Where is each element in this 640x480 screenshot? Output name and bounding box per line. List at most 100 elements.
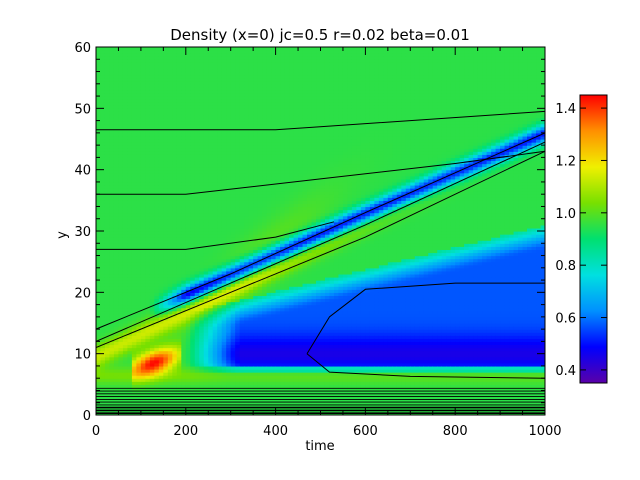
heatmap-cell [154, 166, 160, 171]
heatmap-cell [199, 96, 205, 100]
heatmap-cell [253, 154, 259, 158]
heatmap-cell [131, 80, 138, 85]
heatmap-cell [100, 277, 106, 281]
heatmap-cell [248, 341, 254, 346]
heatmap-cell [194, 47, 200, 51]
heatmap-cell [131, 203, 138, 208]
heatmap-cell [167, 117, 173, 122]
heatmap-cell [109, 62, 115, 66]
heatmap-cell [230, 362, 236, 367]
heatmap-cell [262, 206, 268, 211]
heatmap-cell [257, 129, 263, 134]
heatmap-cell [158, 154, 164, 158]
heatmap-cell [136, 59, 142, 63]
heatmap-cell [208, 381, 214, 385]
heatmap-cell [96, 62, 102, 66]
heatmap-cell [149, 181, 155, 186]
heatmap-cell [154, 227, 160, 232]
heatmap-cell [104, 375, 111, 379]
heatmap-cell [244, 298, 250, 303]
heatmap-cell [208, 200, 214, 204]
heatmap-cell [230, 83, 236, 88]
heatmap-cell [221, 335, 227, 339]
heatmap-cell [280, 227, 286, 232]
heatmap-cell [230, 347, 236, 352]
heatmap-cell [131, 353, 138, 358]
heatmap-cell [275, 261, 281, 266]
heatmap-cell [275, 264, 281, 269]
heatmap-cell [172, 258, 178, 263]
heatmap-cell [172, 310, 178, 315]
heatmap-cell [127, 175, 133, 180]
heatmap-cell [235, 292, 241, 296]
heatmap-cell [244, 329, 250, 333]
heatmap-cell [172, 56, 178, 60]
heatmap-cell [181, 215, 187, 220]
heatmap-cell [172, 344, 178, 349]
heatmap-cell [149, 160, 155, 165]
heatmap-cell [221, 289, 227, 293]
heatmap-cell [172, 117, 178, 122]
heatmap-cell [154, 249, 160, 254]
heatmap-cell [145, 246, 151, 250]
heatmap-cell [140, 341, 146, 346]
heatmap-cell [127, 221, 133, 226]
heatmap-cell [235, 375, 241, 379]
heatmap-cell [235, 350, 241, 355]
heatmap-cell [221, 246, 227, 250]
heatmap-cell [118, 393, 124, 398]
heatmap-cell [257, 218, 263, 223]
heatmap-cell [226, 191, 232, 195]
heatmap-cell [194, 200, 200, 204]
heatmap-cell [100, 221, 106, 226]
heatmap-cell [145, 175, 151, 180]
heatmap-cell [271, 234, 277, 238]
heatmap-cell [109, 181, 115, 186]
heatmap-cell [140, 292, 146, 296]
heatmap-cell [149, 132, 155, 137]
heatmap-cell [203, 267, 209, 272]
heatmap-cell [100, 310, 106, 315]
heatmap-cell [145, 338, 151, 342]
heatmap-cell [194, 65, 200, 70]
heatmap-cell [154, 178, 160, 183]
heatmap-cell [100, 258, 106, 263]
heatmap-cell [262, 163, 268, 168]
heatmap-cell [248, 224, 254, 229]
heatmap-cell [262, 50, 268, 54]
heatmap-cell [131, 126, 138, 131]
heatmap-cell [239, 209, 245, 214]
heatmap-cell [172, 218, 178, 223]
heatmap-cell [244, 47, 250, 51]
heatmap-cell [248, 203, 254, 208]
heatmap-cell [257, 215, 263, 220]
heatmap-cell [203, 323, 209, 327]
heatmap-cell [271, 283, 277, 287]
heatmap-cell [230, 316, 236, 321]
heatmap-cell [208, 347, 214, 352]
heatmap-cell [122, 83, 129, 88]
heatmap-cell [217, 252, 223, 257]
heatmap-cell [212, 191, 218, 195]
heatmap-cell [257, 160, 263, 165]
heatmap-cell [271, 313, 277, 318]
heatmap-cell [257, 387, 263, 392]
heatmap-cell [158, 246, 164, 250]
heatmap-cell [239, 252, 245, 257]
heatmap-cell [275, 102, 281, 106]
heatmap-cell [104, 234, 111, 238]
heatmap-cell [154, 283, 160, 287]
heatmap-cell [109, 77, 115, 82]
heatmap-cell [100, 215, 106, 220]
heatmap-cell [226, 80, 232, 85]
heatmap-cell [280, 218, 286, 223]
heatmap-cell [113, 224, 120, 229]
heatmap-cell [248, 139, 254, 143]
heatmap-cell [239, 218, 245, 223]
heatmap-cell [239, 298, 245, 303]
heatmap-cell [190, 301, 196, 306]
heatmap-cell [185, 347, 191, 352]
heatmap-cell [262, 169, 268, 174]
heatmap-cell [190, 203, 196, 208]
heatmap-cell [100, 323, 106, 327]
